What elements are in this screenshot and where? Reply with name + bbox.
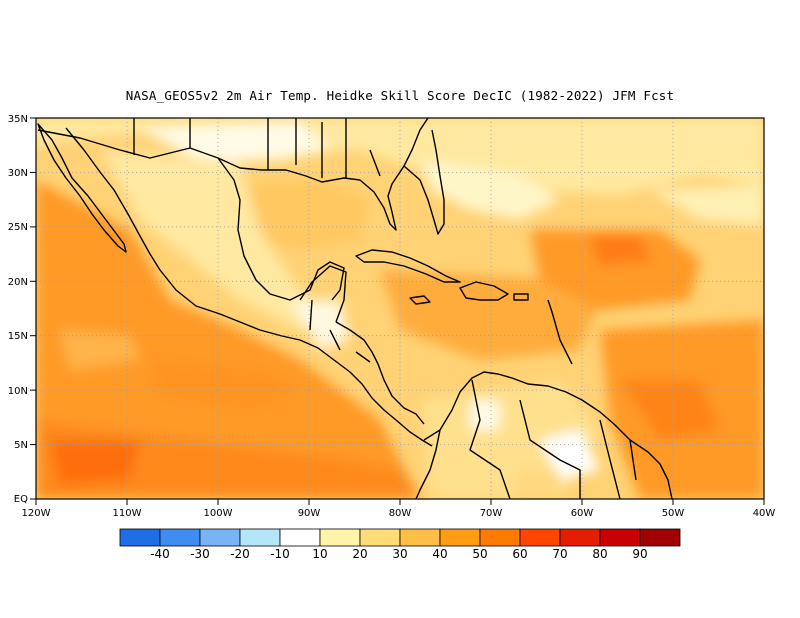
- colorbar-swatch: [319, 528, 361, 547]
- map-title: NASA_GEOS5v2 2m Air Temp. Heidke Skill S…: [125, 88, 675, 103]
- lat-tick-label: 10N: [8, 386, 28, 397]
- lon-tick-label: 40W: [753, 508, 776, 519]
- lon-tick-label: 110W: [113, 508, 142, 519]
- colorbar-label: 10: [312, 547, 327, 561]
- lon-tick-label: 60W: [571, 508, 594, 519]
- colorbar-label: -20: [230, 547, 250, 561]
- colorbar-label: -10: [270, 547, 290, 561]
- colorbar-label: 80: [592, 547, 607, 561]
- lat-tick-label: 15N: [8, 331, 28, 342]
- colorbar-label: 70: [552, 547, 567, 561]
- colorbar-swatch: [279, 528, 321, 547]
- lon-tick-label: 100W: [204, 508, 233, 519]
- colorbar-label: 60: [512, 547, 527, 561]
- colorbar-swatch: [199, 528, 241, 547]
- lon-tick-label: 120W: [22, 508, 51, 519]
- colorbar: [119, 528, 681, 547]
- colorbar-swatch: [239, 528, 281, 547]
- colorbar-swatch: [639, 528, 681, 547]
- colorbar-label: 40: [432, 547, 447, 561]
- lat-tick-label: 25N: [8, 222, 28, 233]
- lat-tick-label: 20N: [8, 277, 28, 288]
- colorbar-label: 20: [352, 547, 367, 561]
- lat-tick-label: EQ: [14, 494, 28, 505]
- colorbar-label: 90: [632, 547, 647, 561]
- colorbar-swatch: [439, 528, 481, 547]
- lon-tick-label: 80W: [389, 508, 412, 519]
- skill-score-field: [36, 118, 764, 499]
- lat-tick-label: 35N: [8, 114, 28, 125]
- lat-tick-label: 5N: [14, 440, 28, 451]
- colorbar-swatch: [359, 528, 401, 547]
- colorbar-label: 50: [472, 547, 487, 561]
- colorbar-swatch: [479, 528, 521, 547]
- colorbar-label: -40: [150, 547, 170, 561]
- colorbar-swatch: [159, 528, 201, 547]
- colorbar-swatch: [599, 528, 641, 547]
- colorbar-label: 30: [392, 547, 407, 561]
- coastlines: [37, 118, 673, 499]
- lat-tick-label: 30N: [8, 168, 28, 179]
- colorbar-swatch: [399, 528, 441, 547]
- colorbar-swatch: [559, 528, 601, 547]
- lon-tick-label: 70W: [480, 508, 503, 519]
- colorbar-swatch: [519, 528, 561, 547]
- lon-tick-label: 90W: [298, 508, 321, 519]
- colorbar-swatch: [119, 528, 161, 547]
- colorbar-label: -30: [190, 547, 210, 561]
- lon-tick-label: 50W: [662, 508, 685, 519]
